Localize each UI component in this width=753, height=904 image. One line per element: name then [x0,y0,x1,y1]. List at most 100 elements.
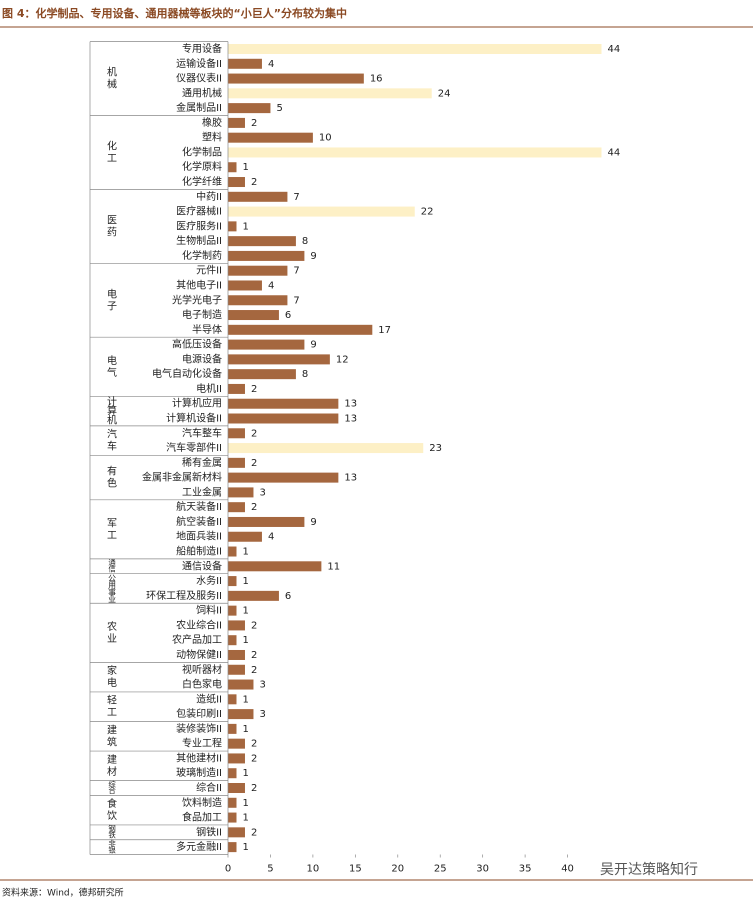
x-tick-label: 30 [476,864,489,875]
value-label: 6 [285,591,291,602]
value-label: 1 [242,694,248,705]
category-label: 化学制药 [182,249,222,262]
category-label: 农产品加工 [172,633,222,646]
category-label: 计算机设备II [166,412,222,425]
category-label: 仪器仪表II [176,72,222,85]
bar [228,162,237,173]
category-label: 电机II [196,382,222,395]
value-label: 1 [242,162,248,173]
bar [228,339,305,350]
group-label: 电气 [107,354,117,379]
category-label: 医疗服务II [176,219,222,232]
bar [228,694,237,705]
bar [228,428,245,439]
category-label: 白色家电 [182,678,222,691]
chart-title: 图 4：化学制品、专用设备、通用器械等板块的“小巨人”分布较为集中 [2,6,347,20]
bar [228,561,322,572]
bar [228,443,424,454]
value-label: 1 [242,547,248,558]
value-label: 10 [319,133,332,144]
value-label: 22 [421,207,434,218]
group-label: 化工 [107,139,117,164]
value-label: 8 [302,236,308,247]
category-label: 工业金属 [182,485,222,498]
bar [228,369,296,380]
source: 资料来源：Wind，德邦研究所 [2,887,124,899]
category-label: 医疗器械II [176,205,222,218]
bar [228,221,237,232]
group-label: 机械 [107,66,117,91]
value-label: 2 [251,458,257,469]
category-label: 钢铁II [196,825,222,838]
group-label: 非银 [108,839,116,854]
x-tick-label: 10 [307,864,320,875]
value-label: 2 [251,783,257,794]
value-label: 3 [259,709,265,720]
category-label: 饮料制造 [182,796,222,809]
value-label: 2 [251,753,257,764]
group-label: 建材 [107,753,117,778]
x-tick-label: 25 [434,864,447,875]
bar [228,842,237,853]
bar [228,265,288,276]
category-label: 装修装饰II [176,722,222,735]
category-label: 生物制品II [176,234,222,247]
bar [228,472,339,483]
value-label: 2 [251,177,257,188]
value-label: 2 [251,502,257,513]
bar [228,324,373,335]
bar [228,546,237,557]
category-label: 塑料 [202,131,222,144]
category-label: 地面兵装II [176,530,222,543]
group-label: 计算机 [107,395,117,426]
category-label: 通用机械 [182,86,222,99]
value-label: 1 [242,635,248,646]
value-label: 8 [302,369,308,380]
group-label: 电子 [107,287,117,312]
value-label: 4 [268,532,274,543]
category-label: 视听器材 [182,663,222,676]
category-label: 半导体 [192,323,222,336]
bar [228,206,415,217]
bar [228,383,245,394]
value-label: 23 [429,443,442,454]
bar [228,576,237,587]
bar [228,502,245,513]
group-label: 农业 [107,620,117,645]
x-tick-label: 5 [267,864,273,875]
value-label: 1 [242,842,248,853]
value-label: 9 [310,517,316,528]
bar [228,605,237,616]
value-label: 2 [251,650,257,661]
bar [228,783,245,793]
category-label: 农业综合II [176,618,222,631]
category-label: 稀有金属 [182,456,222,469]
bar [228,664,245,675]
value-label: 44 [608,44,621,55]
value-label: 13 [344,399,357,410]
bar [228,709,254,720]
value-label: 2 [251,118,257,129]
bar [228,827,245,838]
bar [228,132,313,143]
value-label: 7 [293,295,299,306]
group-label: 食饮 [107,797,117,822]
group-label: 医药 [107,214,117,238]
category-label: 电气自动化设备 [152,367,222,380]
group-label: 通信 [108,558,116,573]
watermark: 吴开达策略知行 [600,861,698,878]
category-label: 橡胶 [202,116,222,129]
value-label: 16 [370,74,383,85]
bar [228,620,245,631]
value-label: 2 [251,827,257,838]
bar [228,280,262,291]
value-label: 1 [242,724,248,735]
category-label: 包装印刷II [176,707,222,720]
bar [228,413,339,424]
value-label: 2 [251,739,257,750]
bar [228,649,245,660]
value-label: 9 [310,340,316,351]
value-label: 1 [242,606,248,617]
bar [228,797,237,808]
